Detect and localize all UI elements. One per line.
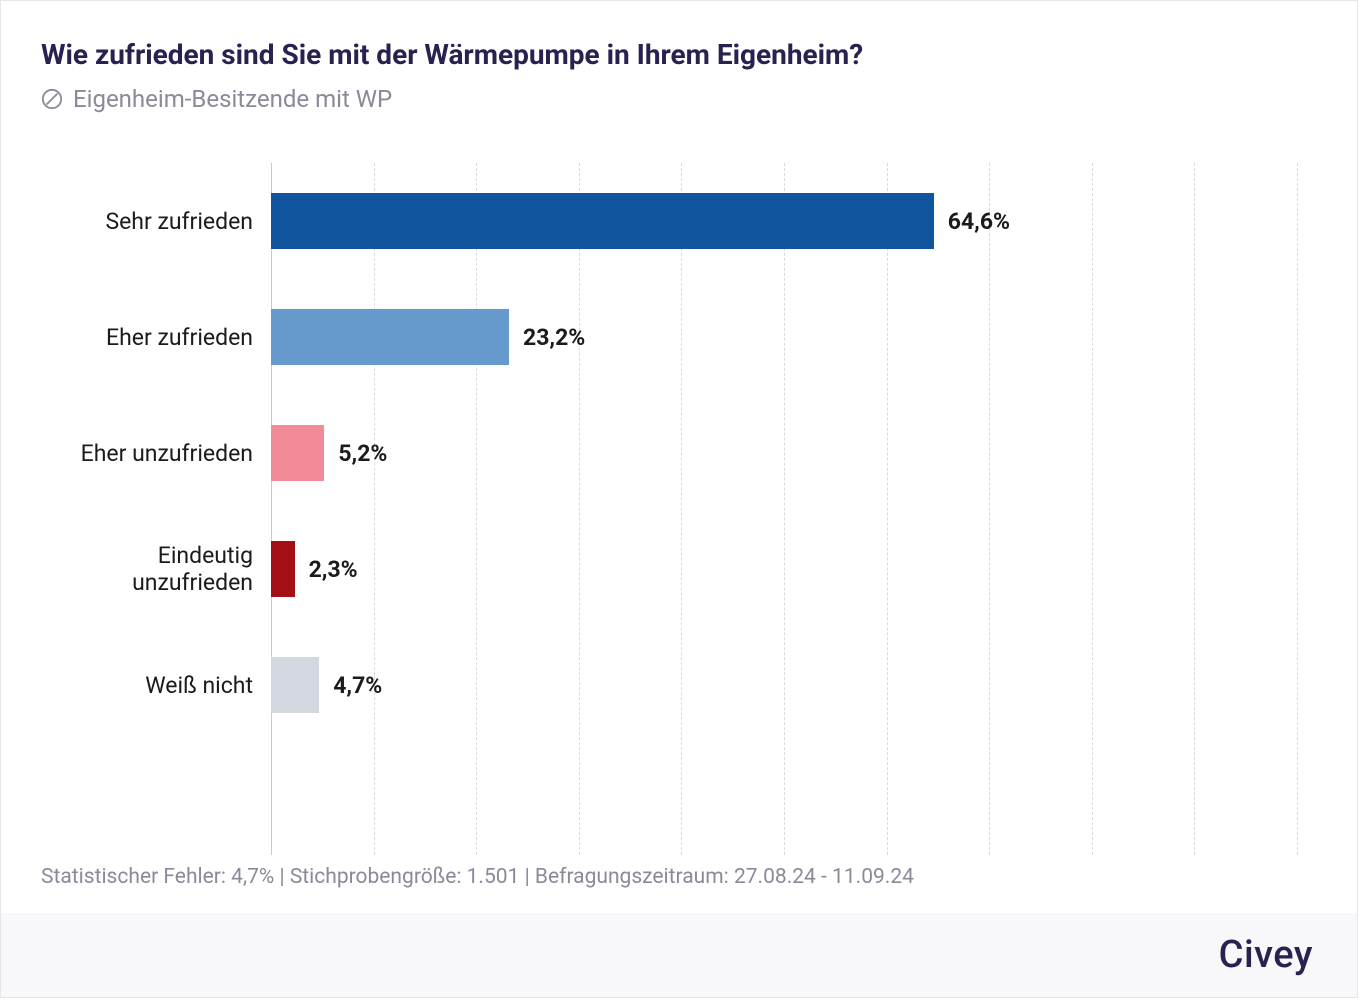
bar bbox=[271, 309, 509, 365]
footer: Civey bbox=[1, 913, 1357, 997]
grid-line bbox=[271, 163, 272, 855]
plot-area bbox=[271, 163, 1297, 855]
grid-line bbox=[476, 163, 477, 855]
bar bbox=[271, 657, 319, 713]
bar-row: Eher zufrieden 23,2% bbox=[41, 309, 1297, 365]
bar-label: Eher zufrieden bbox=[41, 324, 271, 352]
bar-label: Eher unzufrieden bbox=[41, 440, 271, 468]
chart-subtitle: Eigenheim-Besitzende mit WP bbox=[73, 85, 392, 113]
bar-area: 2,3% bbox=[271, 541, 1297, 597]
bar-row: Eindeutigunzufrieden 2,3% bbox=[41, 541, 1297, 597]
grid-line bbox=[784, 163, 785, 855]
bar-row: Sehr zufrieden 64,6% bbox=[41, 193, 1297, 249]
bar-value: 5,2% bbox=[338, 440, 387, 467]
bar-value: 2,3% bbox=[309, 556, 358, 583]
bar-label: Weiß nicht bbox=[41, 672, 271, 700]
grid-line bbox=[989, 163, 990, 855]
bar bbox=[271, 541, 295, 597]
filter-icon bbox=[41, 88, 63, 110]
bar-area: 4,7% bbox=[271, 657, 1297, 713]
chart-meta: Statistischer Fehler: 4,7% | Stichproben… bbox=[1, 865, 1357, 913]
grid-line bbox=[681, 163, 682, 855]
bar-row: Weiß nicht 4,7% bbox=[41, 657, 1297, 713]
bar-value: 4,7% bbox=[333, 672, 382, 699]
grid-line bbox=[1092, 163, 1093, 855]
grid-line bbox=[374, 163, 375, 855]
bar-area: 64,6% bbox=[271, 193, 1297, 249]
grid-line bbox=[887, 163, 888, 855]
bar-label: Sehr zufrieden bbox=[41, 208, 271, 236]
bar-value: 23,2% bbox=[523, 324, 585, 351]
bar bbox=[271, 425, 324, 481]
chart-card: Wie zufrieden sind Sie mit der Wärmepump… bbox=[0, 0, 1358, 998]
grid-line bbox=[1297, 163, 1298, 855]
bar-label: Eindeutigunzufrieden bbox=[41, 542, 271, 597]
chart-title: Wie zufrieden sind Sie mit der Wärmepump… bbox=[41, 37, 1317, 73]
bar-value: 64,6% bbox=[948, 208, 1010, 235]
brand-logo: Civey bbox=[1219, 933, 1313, 977]
bar-area: 23,2% bbox=[271, 309, 1297, 365]
bar bbox=[271, 193, 934, 249]
bar-chart: Sehr zufrieden64,6%Eher zufrieden23,2%Eh… bbox=[41, 163, 1297, 855]
subtitle-row: Eigenheim-Besitzende mit WP bbox=[41, 85, 1317, 113]
bar-area: 5,2% bbox=[271, 425, 1297, 481]
bar-row: Eher unzufrieden 5,2% bbox=[41, 425, 1297, 481]
grid-line bbox=[579, 163, 580, 855]
chart-area: Sehr zufrieden64,6%Eher zufrieden23,2%Eh… bbox=[1, 123, 1357, 865]
header: Wie zufrieden sind Sie mit der Wärmepump… bbox=[1, 1, 1357, 123]
grid-line bbox=[1194, 163, 1195, 855]
